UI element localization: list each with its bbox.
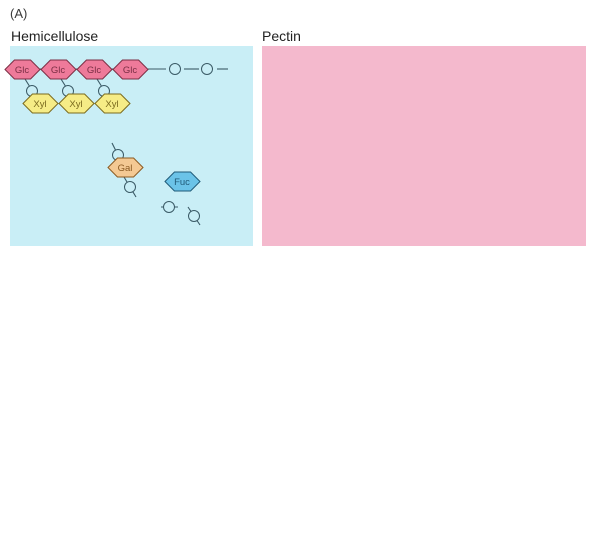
- svg-text:Glc: Glc: [15, 65, 30, 76]
- svg-text:Xyl: Xyl: [69, 99, 82, 110]
- svg-text:Xyl: Xyl: [33, 99, 46, 110]
- svg-text:Gal: Gal: [118, 163, 133, 174]
- svg-text:Glc: Glc: [51, 65, 66, 76]
- svg-text:Fuc: Fuc: [174, 177, 190, 188]
- svg-text:Glc: Glc: [123, 65, 138, 76]
- svg-text:Xyl: Xyl: [105, 99, 118, 110]
- svg-text:Glc: Glc: [87, 65, 102, 76]
